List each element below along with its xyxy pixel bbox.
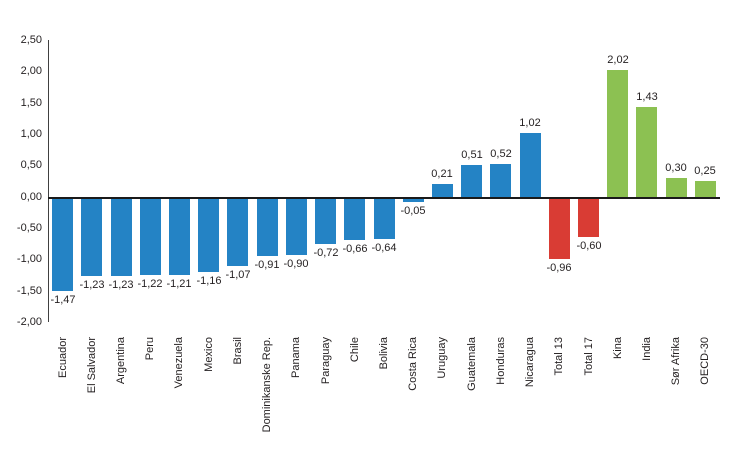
x-category-label: Peru bbox=[144, 337, 156, 361]
x-category-label: Venezuela bbox=[173, 337, 185, 389]
bar-value-label: -0,60 bbox=[576, 240, 602, 252]
bar-value-label: -1,23 bbox=[79, 279, 105, 291]
bar-value-label: -0,64 bbox=[371, 242, 397, 254]
x-category-label: Honduras bbox=[495, 337, 507, 385]
bar-value-label: -0,72 bbox=[313, 247, 339, 259]
x-category-label: Bolivia bbox=[378, 337, 390, 370]
bar-dominikanske-rep- bbox=[257, 199, 278, 256]
x-category-label: Dominikanske Rep. bbox=[261, 337, 273, 433]
bar-value-label: -1,16 bbox=[196, 275, 222, 287]
x-category-label: Kina bbox=[612, 337, 624, 360]
bar-value-label: -1,07 bbox=[225, 269, 251, 281]
y-tick-label: 1,00 bbox=[20, 128, 42, 140]
y-axis-line bbox=[48, 40, 49, 322]
x-category-label: Sør Afrika bbox=[670, 337, 682, 386]
bar-value-label: -1,47 bbox=[50, 294, 76, 306]
x-category-label: Costa Rica bbox=[407, 337, 419, 391]
bar-mexico bbox=[198, 199, 219, 272]
bar-nicaragua bbox=[520, 133, 541, 197]
bar-value-label: 1,43 bbox=[636, 91, 658, 103]
x-category-label: Argentina bbox=[115, 337, 127, 385]
x-category-label: Paraguay bbox=[320, 337, 332, 385]
bar-argentina bbox=[111, 199, 132, 276]
bar-chile bbox=[344, 199, 365, 240]
bar-value-label: 0,25 bbox=[694, 165, 716, 177]
y-tick-label: -2,00 bbox=[16, 316, 42, 328]
x-category-label: Panama bbox=[290, 337, 302, 378]
bar-panama bbox=[286, 199, 307, 255]
y-tick-label: 2,00 bbox=[20, 65, 42, 77]
bar-value-label: 0,51 bbox=[461, 149, 483, 161]
bar-value-label: -1,23 bbox=[108, 279, 134, 291]
bar-total-13 bbox=[549, 199, 570, 259]
bar-value-label: -0,05 bbox=[400, 205, 426, 217]
x-category-label: India bbox=[641, 337, 653, 361]
bar-value-label: -1,21 bbox=[166, 278, 192, 290]
bar-bolivia bbox=[374, 199, 395, 239]
bar-value-label: -1,22 bbox=[137, 278, 163, 290]
bar-guatemala bbox=[461, 165, 482, 197]
bar-value-label: 1,02 bbox=[519, 117, 541, 129]
x-category-label: Mexico bbox=[203, 337, 215, 372]
bar-oecd-30 bbox=[695, 181, 716, 197]
x-category-label: Nicaragua bbox=[524, 337, 536, 388]
bar-total-17 bbox=[578, 199, 599, 237]
x-category-label: Chile bbox=[349, 337, 361, 363]
bar-costa-rica bbox=[403, 199, 424, 202]
y-tick-label: 1,50 bbox=[20, 97, 42, 109]
bar-value-label: -0,91 bbox=[254, 259, 280, 271]
bar-venezuela bbox=[169, 199, 190, 275]
bar-value-label: -0,96 bbox=[546, 262, 572, 274]
bar-kina bbox=[607, 70, 628, 197]
bar-value-label: -0,90 bbox=[283, 258, 309, 270]
y-tick-label: -1,00 bbox=[16, 253, 42, 265]
x-category-label: OECD-30 bbox=[699, 337, 711, 385]
bar-uruguay bbox=[432, 184, 453, 197]
y-tick-label: 0,50 bbox=[20, 159, 42, 171]
y-tick-label: 2,50 bbox=[20, 34, 42, 46]
y-tick-label: 0,00 bbox=[20, 191, 42, 203]
bar-value-label: 0,52 bbox=[490, 148, 512, 160]
bar-brasil bbox=[227, 199, 248, 266]
y-tick-label: -1,50 bbox=[16, 285, 42, 297]
x-category-label: El Salvador bbox=[86, 337, 98, 394]
bar-s-r-afrika bbox=[666, 178, 687, 197]
bar-paraguay bbox=[315, 199, 336, 244]
bar-el-salvador bbox=[81, 199, 102, 276]
bar-value-label: 2,02 bbox=[607, 54, 629, 66]
zero-line bbox=[48, 197, 720, 199]
x-category-label: Brasil bbox=[232, 337, 244, 365]
bar-value-label: 0,21 bbox=[431, 168, 453, 180]
x-category-label: Guatemala bbox=[466, 337, 478, 391]
bar-peru bbox=[140, 199, 161, 275]
x-category-label: Total 17 bbox=[583, 337, 595, 376]
bar-india bbox=[636, 107, 657, 197]
bar-value-label: 0,30 bbox=[665, 162, 687, 174]
x-category-label: Uruguay bbox=[436, 337, 448, 379]
x-category-label: Total 13 bbox=[553, 337, 565, 376]
bar-honduras bbox=[490, 164, 511, 197]
bar-ecuador bbox=[52, 199, 73, 291]
x-category-label: Ecuador bbox=[57, 337, 69, 378]
bar-value-label: -0,66 bbox=[342, 243, 368, 255]
y-tick-label: -0,50 bbox=[16, 222, 42, 234]
